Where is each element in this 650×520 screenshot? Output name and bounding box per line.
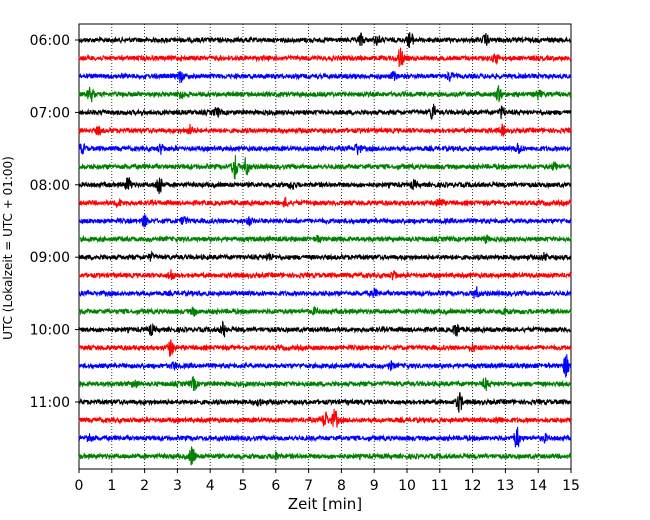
x-tick-label: 15: [562, 478, 580, 494]
x-tick-label: 5: [239, 478, 248, 494]
x-tick-label: 6: [271, 478, 280, 494]
trace-line: [78, 32, 572, 49]
x-tick-label: 14: [529, 478, 547, 494]
x-tick-label: 9: [370, 478, 379, 494]
trace-line: [78, 305, 572, 317]
y-axis-label: UTC (Lokalzeit = UTC + 01:00): [1, 156, 15, 340]
x-axis: 0 1 2 3 4 5 6 7 8 9 10 11 12 13 14 15: [75, 469, 580, 494]
trace-line: [78, 155, 572, 180]
trace-line: [78, 354, 572, 378]
y-tick-label: 11:00: [30, 395, 70, 411]
x-tick-label: 4: [206, 478, 215, 494]
trace-line: [78, 196, 572, 208]
trace-line: [78, 269, 572, 281]
y-axis: 06:00 07:00 08:00 09:00 10:00 11:00: [30, 33, 79, 411]
x-axis-label: Zeit [min]: [288, 495, 362, 513]
x-tick-label: 8: [337, 478, 346, 494]
y-tick-label: 08:00: [30, 178, 70, 194]
x-tick-label: 7: [304, 478, 313, 494]
trace-line: [78, 286, 572, 299]
traces: [78, 32, 572, 466]
trace-line: [78, 339, 572, 357]
trace-line: [78, 214, 572, 228]
x-tick-label: 2: [140, 478, 149, 494]
x-tick-label: 11: [431, 478, 449, 494]
trace-line: [78, 176, 572, 194]
trace-line: [78, 426, 572, 449]
trace-line: [78, 85, 572, 103]
x-tick-label: 1: [107, 478, 116, 494]
x-tick-label: 10: [398, 478, 416, 494]
x-grid: [111, 24, 539, 469]
y-tick-label: 10:00: [30, 323, 70, 339]
trace-line: [78, 320, 572, 338]
trace-line: [78, 234, 572, 244]
y-tick-label: 09:00: [30, 250, 70, 266]
trace-line: [78, 103, 572, 121]
plot-area: [78, 23, 572, 470]
trace-line: [78, 123, 572, 138]
trace-line: [78, 47, 572, 67]
trace-line: [78, 408, 572, 428]
trace-line: [78, 250, 572, 262]
y-tick-label: 07:00: [30, 105, 70, 121]
x-tick-label: 3: [173, 478, 182, 494]
trace-line: [78, 70, 572, 83]
x-tick-label: 0: [75, 478, 84, 494]
x-tick-label: 12: [464, 478, 482, 494]
trace-line: [78, 446, 572, 466]
trace-line: [78, 142, 572, 156]
trace-line: [78, 376, 572, 392]
trace-line: [78, 392, 572, 413]
x-tick-label: 13: [496, 478, 514, 494]
y-tick-label: 06:00: [30, 33, 70, 49]
